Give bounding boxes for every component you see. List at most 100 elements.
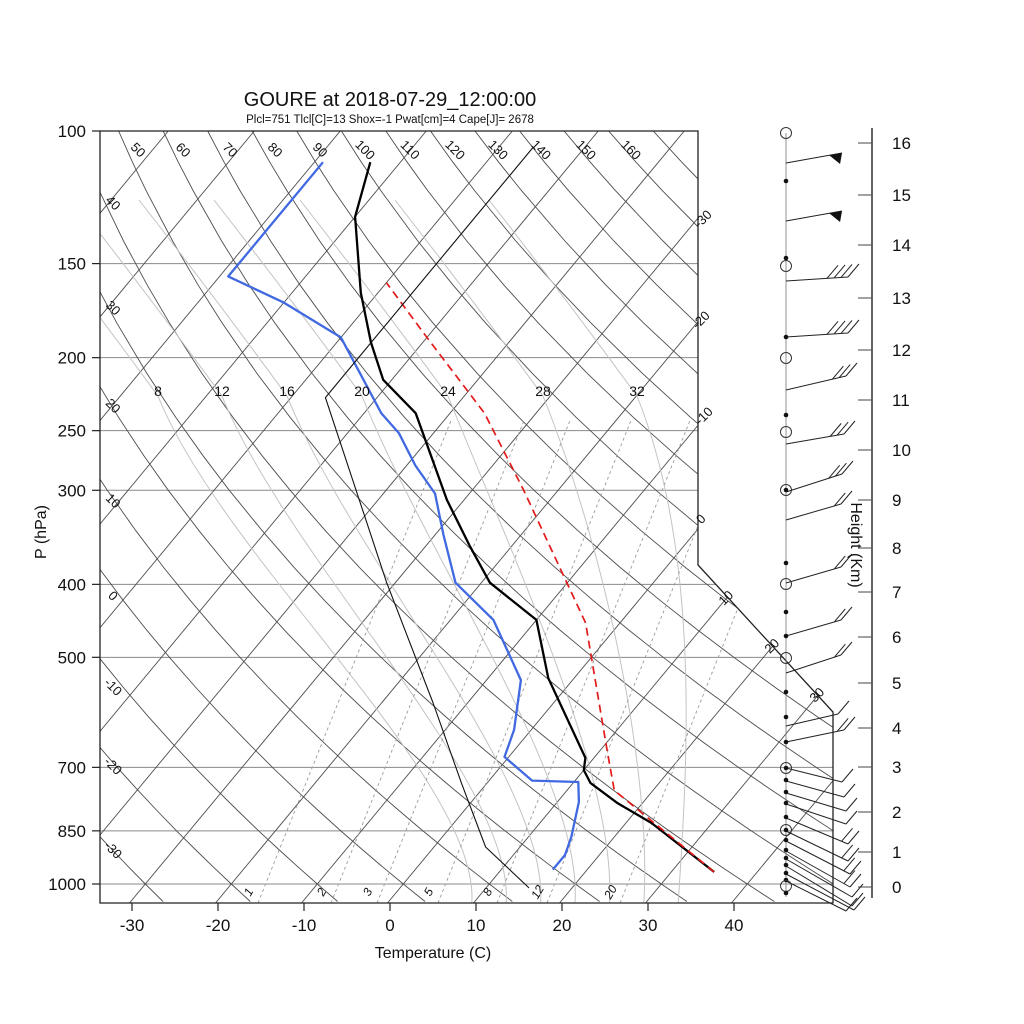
dry-adiabat-line [100, 131, 426, 902]
pressure-tick-label: 500 [58, 648, 86, 667]
wind-barb-feather [833, 264, 846, 279]
wind-level-circle [780, 652, 792, 664]
isotherm-line [100, 131, 255, 903]
wind-barb-feather [841, 827, 853, 842]
wind-barb-feather [851, 883, 864, 898]
wind-barb-shaft [785, 803, 847, 825]
wind-level-dot [783, 847, 789, 853]
moist-adiabat-line [100, 199, 473, 903]
wind-barb-feather [833, 555, 846, 570]
height-tick-label: 5 [892, 674, 901, 693]
height-tick-label: 11 [892, 391, 910, 410]
grid-layer [100, 131, 833, 903]
pressure-tick-label: 250 [58, 422, 86, 441]
mixing-ratio-label: 1 [241, 886, 256, 899]
wind-barb-feather [853, 896, 866, 911]
wind-barb-feather [840, 264, 853, 278]
isotherm-line [731, 131, 833, 903]
dry-adiabat-label-top: 100 [352, 137, 378, 163]
wind-level-dot [783, 814, 789, 820]
wind-level-dot [783, 560, 789, 566]
mixing-ratio-line [257, 419, 452, 903]
dry-adiabat-line [100, 131, 251, 902]
wind-barb-feather [843, 870, 856, 884]
wind-level-dot [783, 714, 789, 720]
temperature-tick-label: 40 [725, 916, 744, 935]
pressure-tick-label: 400 [58, 575, 86, 594]
wind-barb-shaft [785, 566, 842, 584]
wind-barb-feather [826, 321, 839, 335]
isotherm-line [100, 131, 513, 903]
moist-adiabat-line [299, 199, 611, 903]
isotherm-line [387, 131, 833, 903]
wind-level-dot [783, 334, 789, 340]
wind-barb-feather [836, 421, 849, 436]
isotherm-line [100, 131, 599, 903]
wind-barb-feather [831, 365, 844, 380]
dry-adiabat-line [519, 131, 833, 902]
wind-level-circle [780, 426, 792, 438]
height-tick-label: 4 [892, 719, 901, 738]
height-tick-label: 10 [892, 441, 911, 460]
chart-annotation: Plcl=751 Tlcl[C]=13 Shox=-1 Pwat[cm]=4 C… [246, 114, 534, 126]
wind-barb-shaft [785, 873, 855, 911]
wind-barb-feather [829, 423, 842, 437]
dry-adiabat-line [100, 131, 600, 902]
wind-barb-feather [840, 320, 853, 334]
moist-adiabat-label: 16 [279, 383, 295, 399]
wind-barb-shaft [785, 817, 849, 845]
height-tick-label: 12 [892, 341, 911, 360]
temperature-tick-label: 20 [553, 916, 572, 935]
height-tick-label: 8 [892, 539, 901, 558]
dry-adiabat-line [385, 131, 833, 902]
wind-level-circle [780, 484, 792, 496]
dry-adiabat-line [430, 131, 833, 902]
wind-barb-pennant [829, 211, 842, 222]
dry-adiabat-line [100, 131, 775, 902]
mixing-ratio-label: 20 [601, 882, 620, 902]
wind-level-dot [783, 609, 789, 615]
wind-level-dot [783, 827, 789, 833]
wind-level-dot [783, 765, 789, 771]
wind-barb-feather [834, 462, 847, 477]
wind-level-dot [783, 689, 789, 695]
wind-barb-feather [828, 464, 841, 479]
wind-level-dot [783, 739, 789, 745]
dry-adiabat-line [296, 131, 833, 902]
isotherm-line [559, 131, 833, 903]
moist-adiabat-label: 32 [629, 383, 645, 399]
height-tick-label: 7 [892, 583, 901, 602]
wind-level-circle [780, 127, 792, 139]
wind-barb-feather [845, 897, 858, 912]
wind-barb-feather [833, 608, 846, 623]
moist-adiabat-line [138, 199, 542, 903]
wind-barb-shaft [785, 619, 842, 637]
dry-adiabat-label-left: 40 [103, 192, 124, 213]
wind-barb-feather [845, 797, 858, 812]
wind-level-dot [783, 870, 789, 876]
wind-level-dot [783, 789, 789, 795]
height-tick-label: 6 [892, 628, 901, 647]
wind-barb-feather [833, 643, 846, 658]
dry-adiabat-line [118, 131, 833, 902]
wind-barb-feather [838, 364, 851, 378]
wind-level-dot [783, 487, 789, 493]
wind-barb-feather [845, 810, 858, 825]
wind-level-circle [780, 578, 792, 590]
height-tick-label: 16 [892, 134, 911, 153]
dry-adiabat-line [162, 131, 833, 902]
wind-barb-feather [845, 362, 858, 377]
axes-layer: -30 -20 -10 0 10 20 30 401001502002503004005007… [48, 122, 911, 935]
moist-adiabat-label: 24 [440, 383, 456, 399]
isotherm-line [301, 131, 833, 903]
wind-level-dot [783, 178, 789, 184]
wind-barb-feather [841, 768, 854, 783]
dry-adiabat-label-left: 0 [105, 588, 121, 604]
temperature-tick-label: 10 [467, 916, 486, 935]
moist-adiabat-line [488, 199, 687, 903]
standard_atmosphere-curve [324, 146, 534, 889]
isotherm-line [473, 131, 833, 903]
height-tick-label: 9 [892, 491, 901, 510]
wind-barb-shaft [785, 858, 853, 898]
wind-barb-column [780, 127, 866, 912]
